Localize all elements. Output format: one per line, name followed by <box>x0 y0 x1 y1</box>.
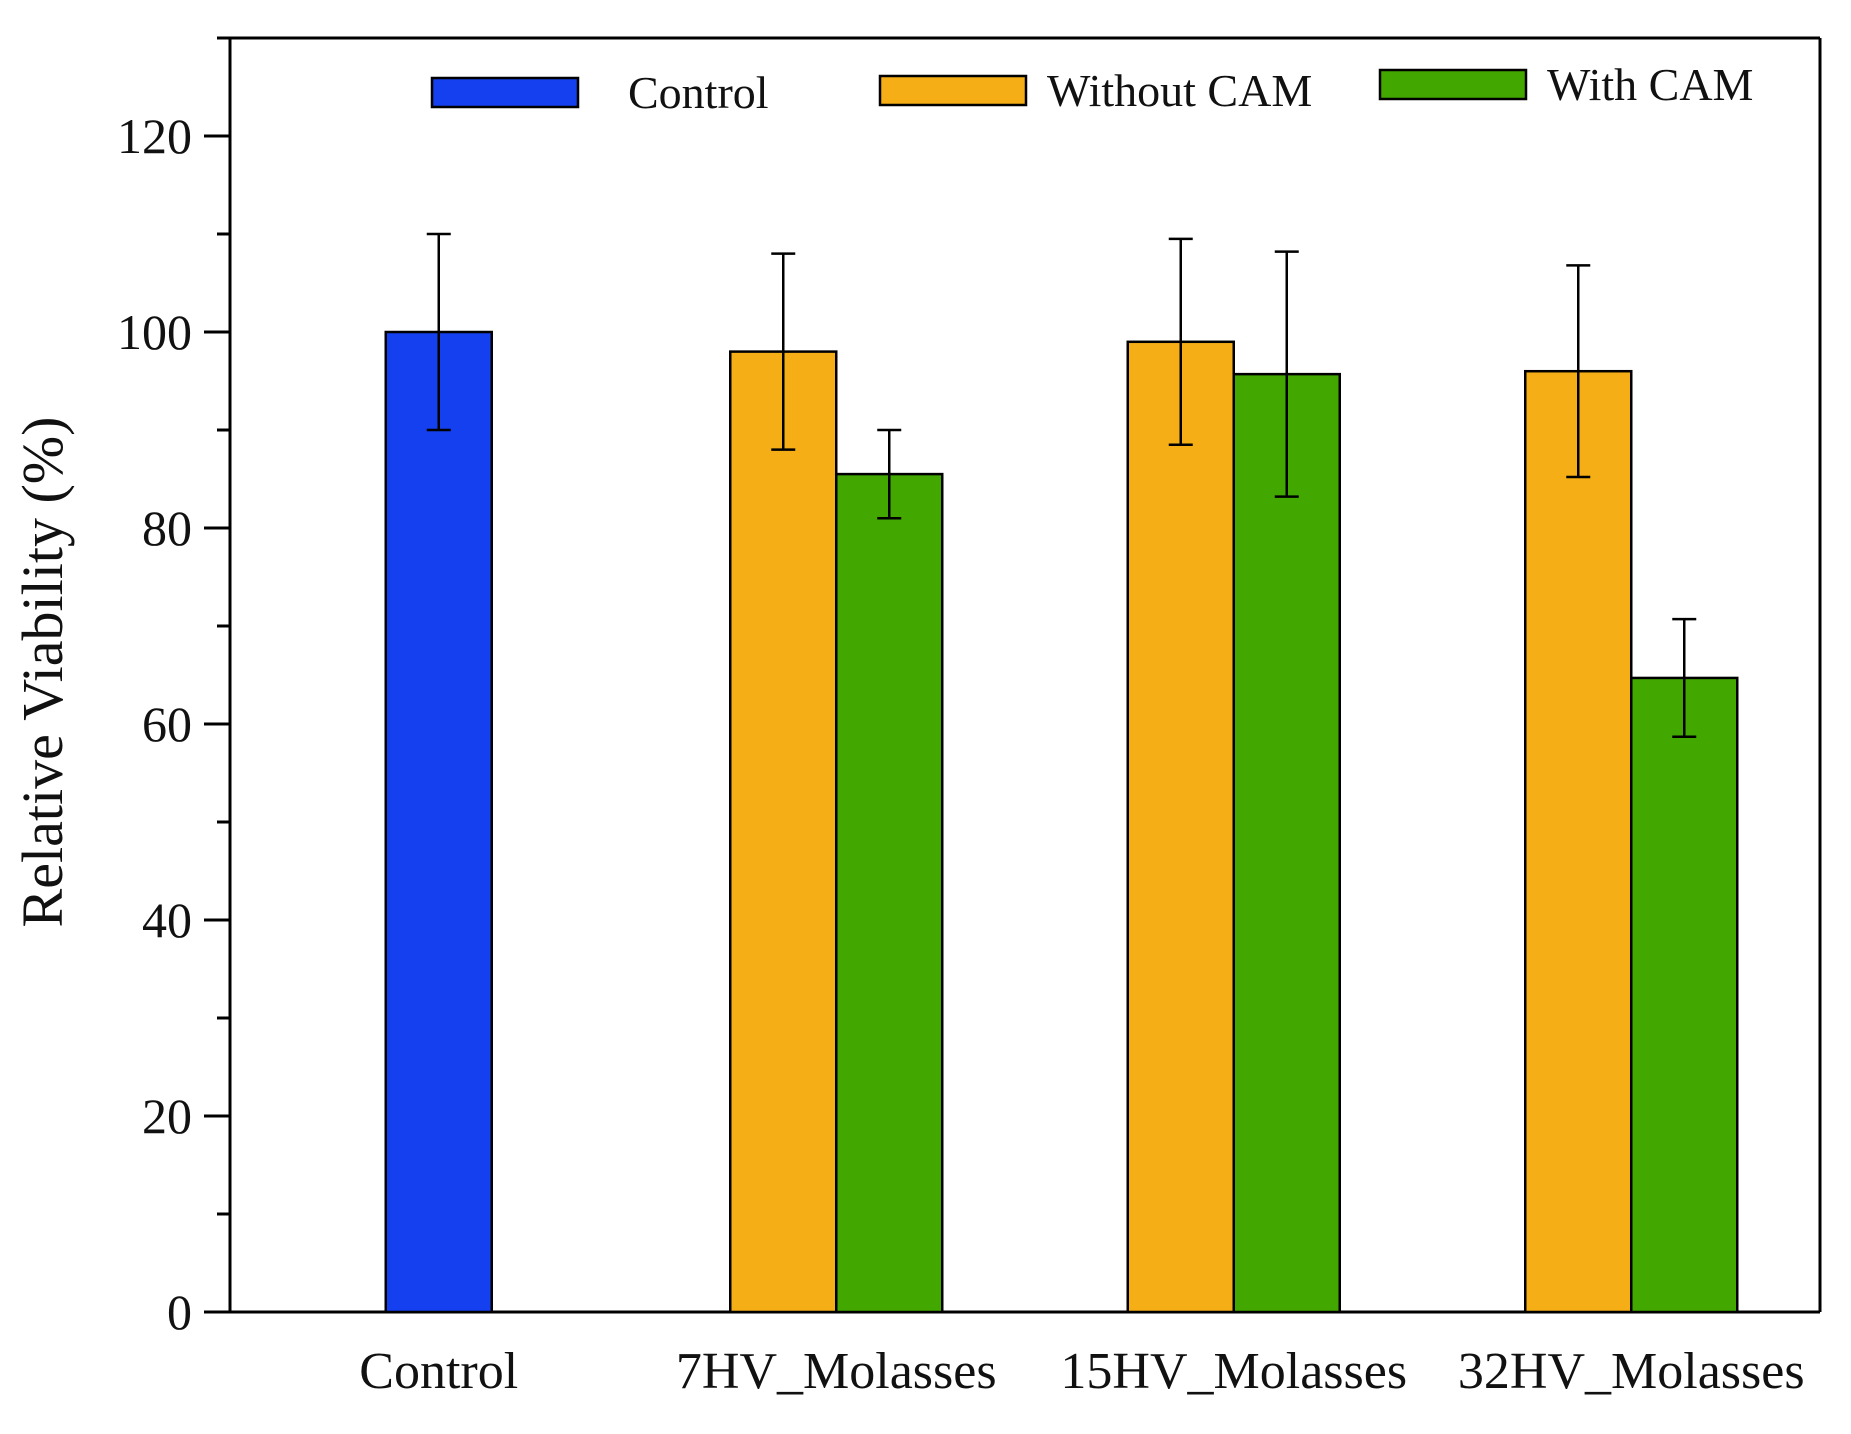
x-tick-label-7hv-molasses: 7HV_Molasses <box>676 1343 997 1400</box>
error-bar-without-cam-32hv-molasses <box>1566 264 1591 479</box>
bar-with-cam-15hv-molasses <box>1232 372 1341 1314</box>
bars <box>384 330 1739 1314</box>
bar-control-control <box>384 330 493 1314</box>
y-tick-label: 120 <box>117 108 192 164</box>
y-tick-label: 100 <box>117 304 192 360</box>
bar-without-cam-7hv-molasses <box>729 350 838 1314</box>
legend-label-without-cam: Without CAM <box>1047 65 1312 116</box>
x-tick-labels: Control 7HV_Molasses 15HV_Molasses 32HV_Mol… <box>359 1343 1804 1400</box>
bar-with-cam-32hv-molasses <box>1630 676 1739 1314</box>
error-bar-control-control <box>426 232 451 432</box>
y-ticks: 0 20 40 60 80 100 120 <box>117 36 230 1340</box>
error-bar-without-cam-15hv-molasses <box>1168 237 1193 446</box>
x-tick-label-control: Control <box>359 1343 518 1400</box>
error-bar-without-cam-7hv-molasses <box>771 252 796 451</box>
error-bar-with-cam-32hv-molasses <box>1672 617 1697 738</box>
x-tick-label-32hv-molasses: 32HV_Molasses <box>1458 1343 1805 1400</box>
bar-without-cam-15hv-molasses <box>1126 340 1235 1314</box>
legend-swatch-control <box>430 76 580 109</box>
y-tick-label: 40 <box>142 892 192 948</box>
error-bars <box>426 232 1697 738</box>
bar-without-cam-32hv-molasses <box>1524 369 1633 1314</box>
legend-label-with-cam: With CAM <box>1547 59 1753 110</box>
y-tick-label: 80 <box>142 500 192 556</box>
legend: Control Without CAM With CAM <box>430 59 1753 118</box>
legend-label-control: Control <box>628 67 769 118</box>
y-axis-title: Relative Viability (%) <box>10 417 75 928</box>
y-tick-label: 20 <box>142 1088 192 1144</box>
y-tick-label: 60 <box>142 696 192 752</box>
y-tick-label: 0 <box>167 1284 192 1340</box>
error-bar-with-cam-15hv-molasses <box>1274 250 1299 498</box>
legend-swatch-with-cam <box>1378 68 1528 101</box>
x-tick-label-15hv-molasses: 15HV_Molasses <box>1060 1343 1407 1400</box>
error-bar-with-cam-7hv-molasses <box>877 428 902 520</box>
bar-with-cam-7hv-molasses <box>835 472 944 1314</box>
legend-swatch-without-cam <box>878 74 1028 107</box>
